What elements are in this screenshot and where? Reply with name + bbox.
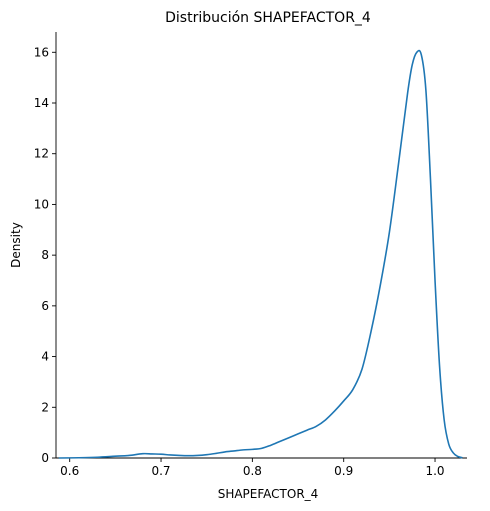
plot-area: 0.6 0.7 0.8 0.9 1.0 0 2 4 6 8 10 12 14 16 (34, 32, 467, 478)
x-tick-label: 1.0 (425, 464, 444, 478)
kde-density-line (58, 49, 463, 459)
x-axis-label: SHAPEFACTOR_4 (218, 487, 319, 501)
y-tick-label: 4 (41, 350, 49, 364)
x-tick-label: 0.8 (243, 464, 262, 478)
y-tick-label: 10 (34, 197, 49, 211)
y-tick-label: 8 (41, 248, 49, 262)
x-tick-label: 0.9 (334, 464, 353, 478)
chart-title: Distribución SHAPEFACTOR_4 (165, 10, 371, 26)
y-tick-label: 2 (41, 400, 49, 414)
x-tick-label: 0.6 (60, 464, 79, 478)
x-tick-label: 0.7 (151, 464, 170, 478)
y-tick-label: 16 (34, 45, 49, 59)
y-tick-label: 12 (34, 147, 49, 161)
y-axis-label: Density (9, 222, 23, 268)
y-tick-label: 0 (41, 451, 49, 465)
y-tick-label: 14 (34, 96, 49, 110)
y-tick-label: 6 (41, 299, 49, 313)
